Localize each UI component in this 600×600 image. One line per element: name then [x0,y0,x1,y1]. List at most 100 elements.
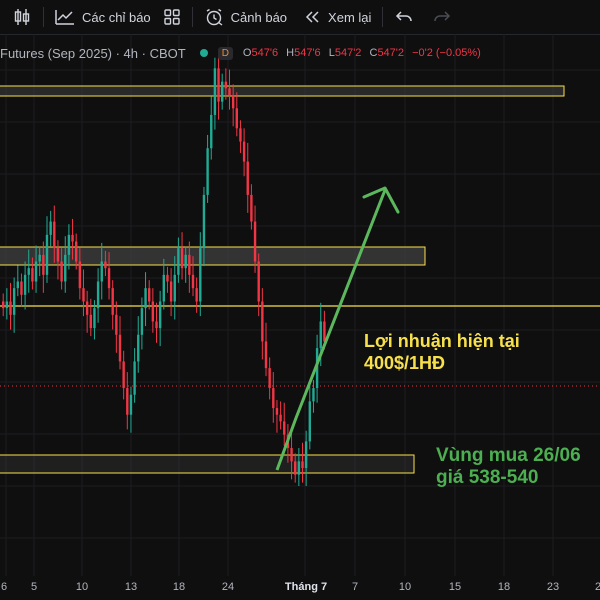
candle-body [210,114,213,149]
resistance-zone-top[interactable] [0,85,565,97]
toolbar-divider [191,7,193,27]
candle-body [180,248,184,269]
candle-body [27,268,30,275]
candle-body [148,288,151,302]
candle-body [115,314,118,335]
candle-body [250,194,253,222]
candle-body [279,414,282,422]
candle-body [235,108,238,129]
time-axis-tick: 7 [351,581,359,593]
candle-body [301,461,304,469]
top-toolbar: Các chỉ báo Cảnh báo Xem lại [0,0,600,35]
candle-body [49,221,52,235]
candle-body [206,148,209,195]
candle-body [126,388,129,415]
buy-line-1: Vùng mua 26/06 [436,445,581,466]
alarm-clock-icon [206,8,223,26]
candle-body [42,254,45,275]
candle-body [64,254,67,282]
chart-canvas[interactable] [0,34,600,576]
undo-button[interactable] [388,0,420,34]
candle-body [111,288,114,315]
undo-icon [396,11,413,22]
candle-body [78,261,82,289]
ohlc-values: O547'6 H547'6 L547'2 C547'2 −0'2 (−0.05%… [242,47,481,59]
time-axis-tick: 24 [221,581,235,593]
candle-body [137,334,140,362]
time-axis-tick: 15 [448,581,462,593]
symbol-legend: Futures (Sep 2025) · 4h · CBOT D O547'6 … [0,44,486,62]
indicators-label: Các chỉ báo [82,9,151,25]
candle-body [242,141,246,162]
time-axis-tick: 18 [172,581,186,593]
candle-body [261,301,264,342]
candle-body [129,394,133,415]
rewind-icon [305,11,319,23]
candle-body [23,274,27,295]
candle-body [162,274,165,302]
candle-body [315,348,319,389]
candle-body [323,321,326,342]
candle-body [155,321,158,329]
candle-body [275,408,279,415]
candle-body [67,234,71,255]
candle-body [213,68,217,115]
candle-body [85,301,89,315]
arrow-layer [275,186,400,471]
redo-button[interactable] [426,0,458,34]
candles-icon [14,9,30,25]
candle-body [151,301,155,322]
candle-body [283,421,286,435]
candle-body [257,261,260,302]
grid-icon [163,9,180,25]
buy-zone-annotation[interactable]: Vùng mua 26/06 giá 538-540 [436,445,581,489]
profit-annotation[interactable]: Lợi nhuận hiện tại 400$/1HĐ [364,330,520,374]
candle-body [107,268,111,289]
symbol-title[interactable]: Futures (Sep 2025) · 4h · CBOT [0,45,186,61]
candle-body [246,161,249,195]
buy-line-2: giá 538-540 [436,467,539,488]
resistance-zone-middle[interactable] [0,246,426,266]
data-badge[interactable]: D [217,46,233,60]
chart-grid [0,34,600,576]
time-axis-tick: 23 [546,581,560,593]
open-value: 547'6 [251,47,279,59]
candle-body [308,401,311,442]
candle-body [100,261,103,282]
candle-body [96,281,100,309]
candle-body [231,94,235,109]
candle-style-button[interactable] [0,0,38,34]
candle-body [294,461,297,475]
indicators-icon [55,10,74,25]
candle-body [239,128,242,142]
candle-body [169,281,173,302]
candle-body [45,234,49,275]
time-axis-tick: 18 [497,581,511,593]
time-axis[interactable]: 6 5 10 13 18 24 Tháng 7 7 10 15 18 23 2 [0,576,600,600]
profit-arrow[interactable] [275,189,387,471]
arrow-head [362,186,400,214]
candle-body [118,334,122,362]
templates-button[interactable] [157,0,187,34]
toolbar-divider [43,7,44,27]
candle-body [53,221,56,249]
candle-body [60,261,63,282]
candles-layer [2,52,326,487]
time-axis-tick: 5 [30,581,38,593]
indicators-button[interactable]: Các chỉ báo [49,0,157,34]
candle-body [221,81,224,102]
candle-body [31,268,34,282]
candle-body [202,194,206,249]
candle-body [268,368,271,389]
market-status-dot [199,49,208,57]
price-chart[interactable] [0,34,600,576]
candle-body [217,68,220,102]
profit-line-2: 400$/1HĐ [364,353,446,373]
alerts-button[interactable]: Cảnh báo [198,0,293,34]
replay-button[interactable]: Xem lại [297,0,377,34]
candle-body [264,341,268,369]
candle-body [191,274,195,289]
support-zone-buy[interactable] [0,454,415,474]
replay-label: Xem lại [328,9,372,25]
candle-body [56,248,60,262]
